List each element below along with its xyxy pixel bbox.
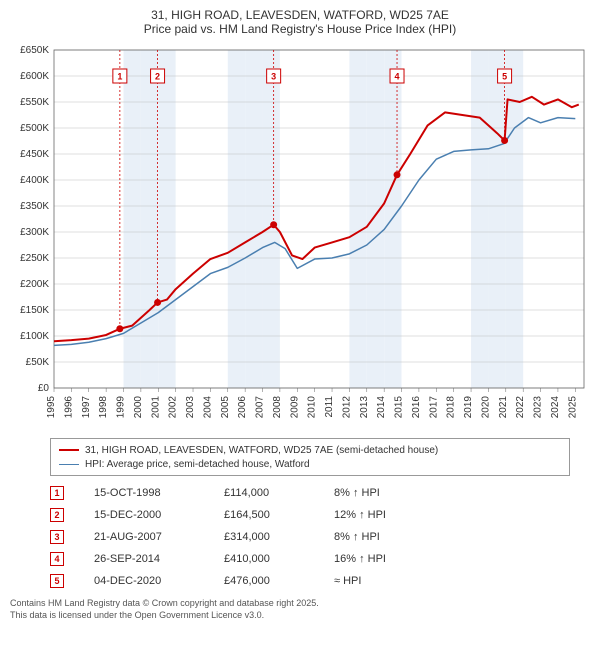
transaction-diff: 8% ↑ HPI [334, 531, 434, 543]
svg-text:£550K: £550K [20, 97, 49, 108]
svg-text:£600K: £600K [20, 71, 49, 82]
svg-text:1997: 1997 [81, 396, 92, 419]
transaction-marker: 2 [50, 508, 64, 522]
transactions-table: 1 15-OCT-1998 £114,000 8% ↑ HPI 2 15-DEC-2000… [50, 482, 590, 592]
transaction-price: £476,000 [224, 575, 304, 587]
svg-text:2004: 2004 [202, 396, 213, 419]
svg-text:2020: 2020 [480, 396, 491, 419]
chart-title-block: 31, HIGH ROAD, LEAVESDEN, WATFORD, WD25 … [10, 8, 590, 36]
transaction-marker: 3 [50, 530, 64, 544]
svg-text:2015: 2015 [394, 396, 405, 419]
svg-text:£200K: £200K [20, 279, 49, 290]
svg-text:2023: 2023 [533, 396, 544, 419]
transaction-price: £164,500 [224, 509, 304, 521]
svg-text:2002: 2002 [168, 396, 179, 419]
title-line-1: 31, HIGH ROAD, LEAVESDEN, WATFORD, WD25 … [10, 8, 590, 22]
svg-text:£150K: £150K [20, 305, 49, 316]
svg-text:£500K: £500K [20, 123, 49, 134]
svg-text:2024: 2024 [550, 396, 561, 419]
price-chart: £0 £50K £100K £150K £200K £250K £300K £350K £400… [10, 42, 590, 432]
svg-text:2003: 2003 [185, 396, 196, 419]
svg-text:1995: 1995 [46, 396, 57, 419]
legend-label-price-paid: 31, HIGH ROAD, LEAVESDEN, WATFORD, WD25 … [85, 445, 438, 456]
svg-text:2001: 2001 [150, 396, 161, 419]
svg-text:2012: 2012 [341, 396, 352, 419]
svg-text:£250K: £250K [20, 253, 49, 264]
svg-text:1996: 1996 [63, 396, 74, 419]
footer: Contains HM Land Registry data © Crown c… [10, 598, 590, 621]
transaction-date: 21-AUG-2007 [94, 531, 194, 543]
svg-text:2010: 2010 [307, 396, 318, 419]
transaction-row: 1 15-OCT-1998 £114,000 8% ↑ HPI [50, 482, 590, 504]
svg-text:3: 3 [271, 72, 276, 82]
svg-text:2008: 2008 [272, 396, 283, 419]
svg-text:2011: 2011 [324, 396, 335, 418]
svg-text:2019: 2019 [463, 396, 474, 419]
svg-text:1998: 1998 [98, 396, 109, 419]
transaction-date: 26-SEP-2014 [94, 553, 194, 565]
transaction-price: £314,000 [224, 531, 304, 543]
legend: 31, HIGH ROAD, LEAVESDEN, WATFORD, WD25 … [50, 438, 570, 476]
transaction-diff: 16% ↑ HPI [334, 553, 434, 565]
transaction-marker: 5 [50, 574, 64, 588]
svg-text:2000: 2000 [133, 396, 144, 419]
svg-text:2025: 2025 [567, 396, 578, 419]
title-line-2: Price paid vs. HM Land Registry's House … [10, 22, 590, 36]
svg-text:2014: 2014 [376, 396, 387, 419]
svg-text:2017: 2017 [428, 396, 439, 419]
svg-text:2021: 2021 [498, 396, 509, 419]
svg-text:2: 2 [155, 72, 160, 82]
transaction-price: £410,000 [224, 553, 304, 565]
transaction-row: 3 21-AUG-2007 £314,000 8% ↑ HPI [50, 526, 590, 548]
svg-text:1: 1 [117, 72, 122, 82]
svg-text:£650K: £650K [20, 45, 49, 56]
legend-swatch-price-paid [59, 449, 79, 451]
svg-text:£300K: £300K [20, 227, 49, 238]
svg-text:5: 5 [502, 72, 507, 82]
transaction-diff: 8% ↑ HPI [334, 487, 434, 499]
transaction-row: 5 04-DEC-2020 £476,000 ≈ HPI [50, 570, 590, 592]
legend-row-price-paid: 31, HIGH ROAD, LEAVESDEN, WATFORD, WD25 … [59, 443, 561, 457]
svg-text:£50K: £50K [26, 357, 50, 368]
svg-text:2016: 2016 [411, 396, 422, 419]
transaction-price: £114,000 [224, 487, 304, 499]
svg-text:2007: 2007 [255, 396, 266, 419]
svg-text:£350K: £350K [20, 201, 49, 212]
svg-text:2013: 2013 [359, 396, 370, 419]
svg-text:2009: 2009 [289, 396, 300, 419]
transaction-date: 15-DEC-2000 [94, 509, 194, 521]
transaction-marker: 1 [50, 486, 64, 500]
svg-text:£0: £0 [38, 383, 50, 394]
transaction-date: 15-OCT-1998 [94, 487, 194, 499]
svg-text:1999: 1999 [116, 396, 127, 419]
transaction-diff: 12% ↑ HPI [334, 509, 434, 521]
chart-container: £0 £50K £100K £150K £200K £250K £300K £350K £400… [10, 42, 590, 432]
legend-swatch-hpi [59, 464, 79, 465]
transaction-row: 4 26-SEP-2014 £410,000 16% ↑ HPI [50, 548, 590, 570]
legend-label-hpi: HPI: Average price, semi-detached house,… [85, 459, 310, 470]
transaction-diff: ≈ HPI [334, 575, 434, 587]
svg-text:2005: 2005 [220, 396, 231, 419]
transaction-marker: 4 [50, 552, 64, 566]
footer-line-2: This data is licensed under the Open Gov… [10, 610, 590, 622]
svg-text:£100K: £100K [20, 331, 49, 342]
legend-row-hpi: HPI: Average price, semi-detached house,… [59, 457, 561, 471]
transaction-row: 2 15-DEC-2000 £164,500 12% ↑ HPI [50, 504, 590, 526]
svg-text:£450K: £450K [20, 149, 49, 160]
footer-line-1: Contains HM Land Registry data © Crown c… [10, 598, 590, 610]
svg-text:2006: 2006 [237, 396, 248, 419]
svg-text:4: 4 [395, 72, 400, 82]
transaction-date: 04-DEC-2020 [94, 575, 194, 587]
svg-text:2018: 2018 [446, 396, 457, 419]
svg-text:2022: 2022 [515, 396, 526, 419]
svg-text:£400K: £400K [20, 175, 49, 186]
